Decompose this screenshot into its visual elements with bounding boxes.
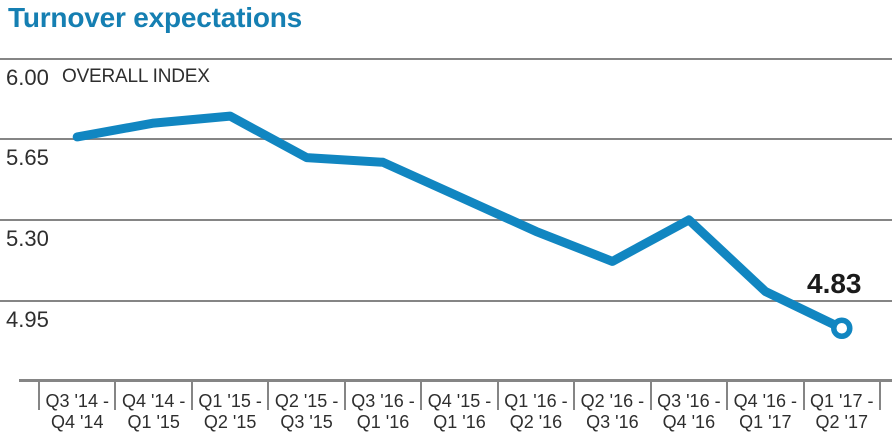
x-tick-label-line1: Q3 '14 -: [45, 391, 109, 411]
x-tick-label: Q4 '15 - Q1 '16: [421, 381, 497, 433]
x-tick-label: Q1 '17 - Q2 '17: [804, 381, 880, 433]
x-tick-label-line1: Q3 '16 -: [657, 391, 721, 411]
x-tick: [190, 380, 193, 410]
chart-title: Turnover expectations: [8, 2, 303, 33]
x-tick-label: Q2 '15 - Q3 '15: [268, 381, 344, 433]
x-tick-label-line2: Q1 '16: [356, 412, 410, 432]
gridline: [0, 57, 892, 60]
endpoint-marker: [831, 317, 853, 340]
gridline: [0, 299, 892, 302]
x-tick-label-line2: Q2 '17: [815, 412, 868, 432]
y-tick-label: 5.65: [6, 145, 49, 171]
x-tick-label-line2: Q1 '15: [127, 412, 180, 432]
y-tick-label: 4.95: [6, 306, 49, 332]
series-label: OVERALL INDEX: [62, 66, 210, 87]
y-tick-label: 6.00: [6, 64, 49, 90]
x-tick-label: Q4 '16 - Q1 '17: [727, 381, 803, 433]
x-tick-label-line2: Q4 '14: [50, 412, 104, 432]
x-tick: [802, 380, 805, 410]
x-tick-label-line2: Q2 '15: [203, 412, 257, 432]
x-tick-label-line1: Q4 '16 -: [733, 391, 798, 411]
x-tick-label: Q3 '16 - Q1 '16: [345, 381, 421, 433]
x-tick-label-line1: Q3 '16 -: [351, 391, 415, 411]
x-tick-label-line1: Q1 '17 -: [810, 391, 874, 411]
x-tick-label: Q3 '14 - Q4 '14: [39, 381, 115, 433]
x-tick: [726, 380, 729, 410]
x-tick-label-line1: Q2 '15 -: [274, 391, 339, 411]
x-tick-label-line1: Q2 '16 -: [580, 391, 645, 411]
x-tick: [573, 380, 576, 410]
x-tick-label-line1: Q1 '15 -: [198, 391, 262, 411]
x-tick: [343, 380, 346, 410]
x-tick-label-line2: Q1 '17: [739, 412, 792, 432]
x-tick-label-line1: Q4 '14 -: [121, 391, 186, 411]
x-tick-label-line1: Q1 '16 -: [504, 391, 568, 411]
x-tick-label: Q2 '16 - Q3 '16: [574, 381, 650, 433]
x-axis-labels: Q3 '14 - Q4 '14 Q4 '14 - Q1 '15 Q1 '15 - Q2 '…: [39, 381, 880, 433]
x-axis-line: [19, 379, 892, 382]
gridline: [0, 138, 892, 141]
x-tick-label: Q1 '16 - Q2 '16: [498, 381, 574, 433]
x-tick: [38, 380, 40, 410]
x-tick-label-line2: Q3 '15: [280, 412, 333, 432]
x-tick-label-line2: Q4 '16: [662, 412, 716, 432]
last-value-label: 4.83: [807, 268, 862, 299]
x-tick: [420, 380, 423, 410]
x-tick-label-line2: Q1 '16: [433, 412, 486, 432]
x-tick: [114, 380, 117, 410]
x-tick-label: Q3 '16 - Q4 '16: [651, 381, 727, 433]
x-tick-label: Q4 '14 - Q1 '15: [115, 381, 191, 433]
x-tick: [879, 380, 881, 410]
y-tick-label: 5.30: [6, 225, 49, 251]
x-tick: [649, 380, 652, 410]
x-tick: [267, 380, 270, 410]
x-tick: [496, 380, 499, 410]
x-tick-label-line2: Q3 '16: [586, 412, 639, 432]
x-tick-label-line1: Q4 '15 -: [427, 391, 492, 411]
x-tick-label-line2: Q2 '16: [509, 412, 563, 432]
x-tick-label: Q1 '15 - Q2 '15: [192, 381, 268, 433]
gridline: [0, 218, 892, 221]
series-line: [72, 111, 847, 333]
